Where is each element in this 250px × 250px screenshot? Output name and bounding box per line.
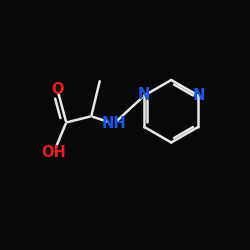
Text: N: N (138, 87, 150, 102)
Text: NH: NH (102, 116, 126, 131)
Text: OH: OH (42, 145, 66, 160)
Text: N: N (192, 88, 204, 103)
Text: O: O (51, 82, 64, 98)
